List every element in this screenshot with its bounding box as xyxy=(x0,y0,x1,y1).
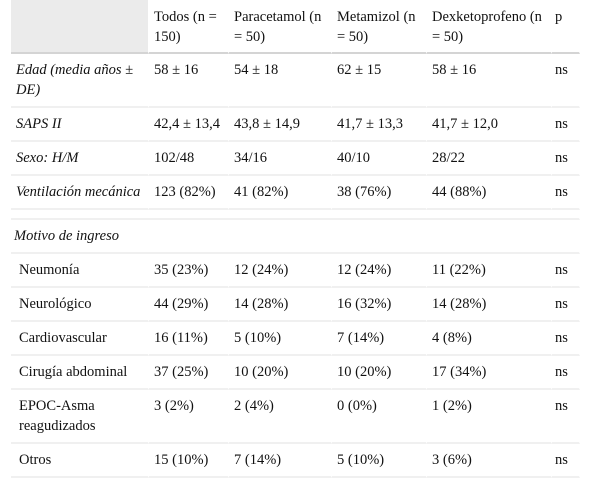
row-label: Edad (media años ± DE) xyxy=(11,54,149,108)
cell-p: ns xyxy=(552,390,580,444)
patient-characteristics-table: Todos (n = 150) Paracetamol (n = 50) Met… xyxy=(11,0,580,478)
table-row: Sexo: H/M 102/48 34/16 40/10 28/22 ns xyxy=(11,142,580,176)
cell-metamizol: 41,7 ± 13,3 xyxy=(332,108,427,142)
cell-dexketoprofeno: 58 ± 16 xyxy=(427,54,552,108)
cell-todos: 102/48 xyxy=(149,142,229,176)
row-label: Neurológico xyxy=(11,288,149,322)
cell-metamizol: 7 (14%) xyxy=(332,322,427,356)
cell-p: ns xyxy=(552,108,580,142)
row-label: Cardiovascular xyxy=(11,322,149,356)
cell-metamizol: 5 (10%) xyxy=(332,444,427,478)
table-row: Cardiovascular 16 (11%) 5 (10%) 7 (14%) … xyxy=(11,322,580,356)
cell-metamizol: 0 (0%) xyxy=(332,390,427,444)
cell-p: ns xyxy=(552,322,580,356)
cell-dexketoprofeno: 17 (34%) xyxy=(427,356,552,390)
cell-dexketoprofeno: 4 (8%) xyxy=(427,322,552,356)
header-todos: Todos (n = 150) xyxy=(149,0,229,54)
cell-todos: 58 ± 16 xyxy=(149,54,229,108)
cell-todos: 35 (23%) xyxy=(149,254,229,288)
table-row: Neurológico 44 (29%) 14 (28%) 16 (32%) 1… xyxy=(11,288,580,322)
cell-p: ns xyxy=(552,356,580,390)
cell-p: ns xyxy=(552,142,580,176)
row-label: Otros xyxy=(11,444,149,478)
cell-metamizol: 38 (76%) xyxy=(332,176,427,210)
header-row: Todos (n = 150) Paracetamol (n = 50) Met… xyxy=(11,0,580,54)
header-metamizol: Metamizol (n = 50) xyxy=(332,0,427,54)
table-row: EPOC-Asma reagudizados 3 (2%) 2 (4%) 0 (… xyxy=(11,390,580,444)
cell-metamizol: 62 ± 15 xyxy=(332,54,427,108)
cell-p: ns xyxy=(552,444,580,478)
table-row: Neumonía 35 (23%) 12 (24%) 12 (24%) 11 (… xyxy=(11,254,580,288)
cell-dexketoprofeno: 3 (6%) xyxy=(427,444,552,478)
header-blank-cell xyxy=(11,0,149,54)
cell-dexketoprofeno: 41,7 ± 12,0 xyxy=(427,108,552,142)
row-label: Sexo: H/M xyxy=(11,142,149,176)
cell-p: ns xyxy=(552,288,580,322)
header-p: p xyxy=(552,0,580,54)
table-row: SAPS II 42,4 ± 13,4 43,8 ± 14,9 41,7 ± 1… xyxy=(11,108,580,142)
spacer-cell xyxy=(11,210,580,220)
row-label: Neumonía xyxy=(11,254,149,288)
table-row: Cirugía abdominal 37 (25%) 10 (20%) 10 (… xyxy=(11,356,580,390)
row-label: EPOC-Asma reagudizados xyxy=(11,390,149,444)
section-title: Motivo de ingreso xyxy=(11,220,580,254)
cell-p: ns xyxy=(552,176,580,210)
cell-dexketoprofeno: 1 (2%) xyxy=(427,390,552,444)
cell-paracetamol: 14 (28%) xyxy=(229,288,332,322)
table-header: Todos (n = 150) Paracetamol (n = 50) Met… xyxy=(11,0,580,54)
cell-todos: 42,4 ± 13,4 xyxy=(149,108,229,142)
spacer-row xyxy=(11,210,580,220)
cell-paracetamol: 12 (24%) xyxy=(229,254,332,288)
cell-dexketoprofeno: 28/22 xyxy=(427,142,552,176)
cell-dexketoprofeno: 44 (88%) xyxy=(427,176,552,210)
cell-paracetamol: 41 (82%) xyxy=(229,176,332,210)
cell-p: ns xyxy=(552,54,580,108)
cell-todos: 37 (25%) xyxy=(149,356,229,390)
row-label: Ventilación mecánica xyxy=(11,176,149,210)
cell-todos: 3 (2%) xyxy=(149,390,229,444)
section-row: Motivo de ingreso xyxy=(11,220,580,254)
header-paracetamol: Paracetamol (n = 50) xyxy=(229,0,332,54)
cell-paracetamol: 5 (10%) xyxy=(229,322,332,356)
cell-dexketoprofeno: 11 (22%) xyxy=(427,254,552,288)
cell-paracetamol: 2 (4%) xyxy=(229,390,332,444)
cell-todos: 16 (11%) xyxy=(149,322,229,356)
cell-p: ns xyxy=(552,254,580,288)
table-body: Edad (media años ± DE) 58 ± 16 54 ± 18 6… xyxy=(11,54,580,478)
cell-paracetamol: 7 (14%) xyxy=(229,444,332,478)
cell-metamizol: 12 (24%) xyxy=(332,254,427,288)
table-row: Otros 15 (10%) 7 (14%) 5 (10%) 3 (6%) ns xyxy=(11,444,580,478)
cell-todos: 44 (29%) xyxy=(149,288,229,322)
cell-todos: 123 (82%) xyxy=(149,176,229,210)
cell-paracetamol: 54 ± 18 xyxy=(229,54,332,108)
table-row: Edad (media años ± DE) 58 ± 16 54 ± 18 6… xyxy=(11,54,580,108)
cell-paracetamol: 43,8 ± 14,9 xyxy=(229,108,332,142)
row-label: SAPS II xyxy=(11,108,149,142)
row-label: Cirugía abdominal xyxy=(11,356,149,390)
cell-todos: 15 (10%) xyxy=(149,444,229,478)
cell-dexketoprofeno: 14 (28%) xyxy=(427,288,552,322)
table-row: Ventilación mecánica 123 (82%) 41 (82%) … xyxy=(11,176,580,210)
cell-metamizol: 10 (20%) xyxy=(332,356,427,390)
cell-metamizol: 40/10 xyxy=(332,142,427,176)
cell-paracetamol: 10 (20%) xyxy=(229,356,332,390)
header-dexketoprofeno: Dexketoprofeno (n = 50) xyxy=(427,0,552,54)
cell-metamizol: 16 (32%) xyxy=(332,288,427,322)
cell-paracetamol: 34/16 xyxy=(229,142,332,176)
